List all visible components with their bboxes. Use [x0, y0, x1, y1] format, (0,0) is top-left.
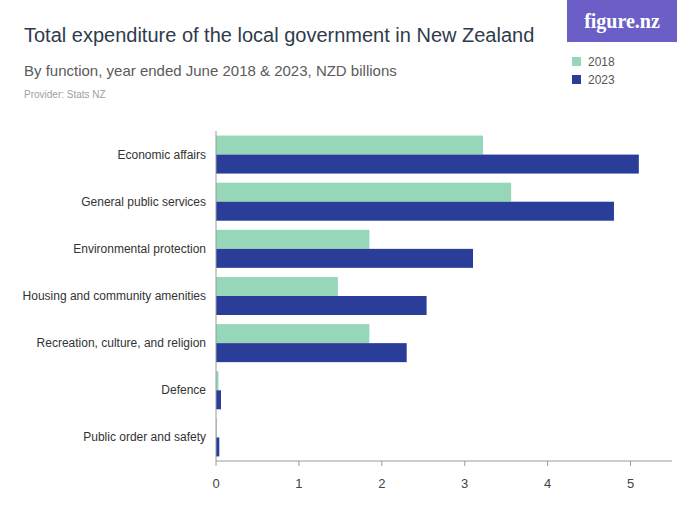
chart: Total expenditure of the local governmen…: [0, 0, 700, 525]
tick-mark: [298, 461, 299, 466]
bar: [216, 136, 483, 155]
tick-mark: [464, 461, 465, 466]
bar: [216, 155, 639, 174]
legend-label: 2018: [588, 55, 615, 69]
logo: figure.nz: [584, 10, 660, 33]
legend-label: 2023: [588, 73, 615, 87]
bar: [216, 202, 614, 221]
bar: [216, 324, 369, 343]
tick-label: 2: [378, 476, 385, 491]
bar: [216, 277, 338, 296]
tick-label: 4: [544, 476, 551, 491]
legend-swatch: [572, 57, 581, 66]
bar: [216, 249, 473, 268]
subtitle: By function, year ended June 2018 & 2023…: [24, 62, 397, 79]
logo-box: [567, 0, 677, 42]
bar: [216, 183, 511, 202]
bar: [216, 390, 221, 409]
category-label: Public order and safety: [83, 430, 206, 444]
category-label: Economic affairs: [118, 148, 206, 162]
tick-mark: [216, 461, 217, 466]
tick-mark: [381, 461, 382, 466]
x-axis-line: [216, 461, 672, 462]
tick-label: 1: [295, 476, 302, 491]
bar: [216, 230, 369, 249]
title: Total expenditure of the local governmen…: [24, 24, 534, 46]
y-axis-line: [216, 131, 217, 461]
category-label: Environmental protection: [73, 242, 206, 256]
bar: [216, 296, 427, 315]
category-label: Housing and community amenities: [23, 289, 206, 303]
bar: [216, 343, 407, 362]
tick-label: 0: [212, 476, 219, 491]
tick-mark: [547, 461, 548, 466]
category-label: Defence: [161, 383, 206, 397]
category-label: Recreation, culture, and religion: [37, 336, 206, 350]
bars: [216, 136, 639, 457]
tick-label: 5: [627, 476, 634, 491]
tick-label: 3: [461, 476, 468, 491]
tick-mark: [630, 461, 631, 466]
category-label: General public services: [81, 195, 206, 209]
legend-swatch: [572, 75, 581, 84]
provider: Provider: Stats NZ: [24, 89, 106, 100]
